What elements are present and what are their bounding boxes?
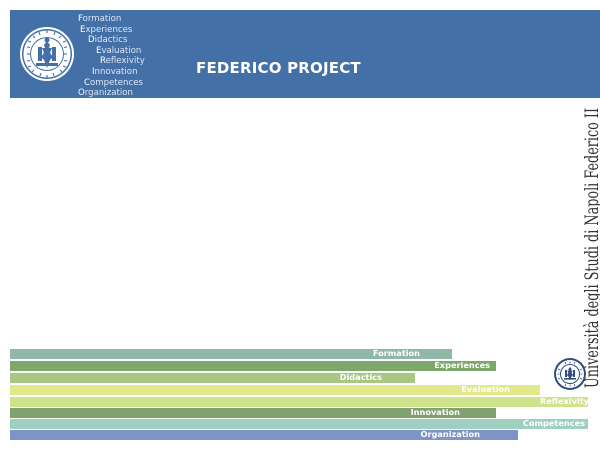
acrostic-line: Reflexivity — [100, 56, 145, 67]
bar-formation — [10, 349, 452, 359]
acrostic-line: Evaluation — [96, 45, 142, 56]
bar-label-reflexivity: Reflexivity — [540, 396, 589, 406]
bar-label-formation: Formation — [372, 348, 420, 358]
bar-organization — [10, 430, 518, 440]
university-vertical-title: Università degli Studi di Napoli Federic… — [573, 106, 600, 388]
bar-label-didactics: Didactics — [339, 372, 382, 382]
bar-label-organization: Organization — [420, 429, 480, 439]
university-seal-icon — [554, 358, 586, 390]
acrostic-line: Competences — [84, 77, 143, 88]
bar-label-experiences: Experiences — [434, 360, 490, 370]
bar-evaluation — [10, 385, 540, 395]
bar-reflexivity — [10, 397, 588, 407]
acrostic-list: Formation Experiences Didactics Evaluati… — [78, 14, 188, 99]
bar-label-competences: Competences — [522, 418, 585, 428]
bar-label-innovation: Innovation — [410, 407, 460, 417]
acrostic-line: Innovation — [92, 66, 138, 77]
acrostic-line: Organization — [78, 88, 133, 99]
bar-experiences — [10, 361, 496, 371]
acrostic-line: Formation — [78, 14, 122, 24]
university-seal-icon — [20, 27, 74, 81]
bar-innovation — [10, 408, 496, 418]
bar-competences — [10, 419, 588, 429]
acrostic-line: Experiences — [80, 24, 133, 35]
header-banner: Formation Experiences Didactics Evaluati… — [10, 10, 600, 98]
page-title: FEDERICO PROJECT — [196, 59, 361, 77]
bar-didactics — [10, 373, 415, 383]
university-name-text: Università degli Studi di Napoli Federic… — [581, 108, 600, 388]
bar-label-evaluation: Evaluation — [461, 384, 510, 394]
acrostic-line: Didactics — [88, 35, 128, 46]
